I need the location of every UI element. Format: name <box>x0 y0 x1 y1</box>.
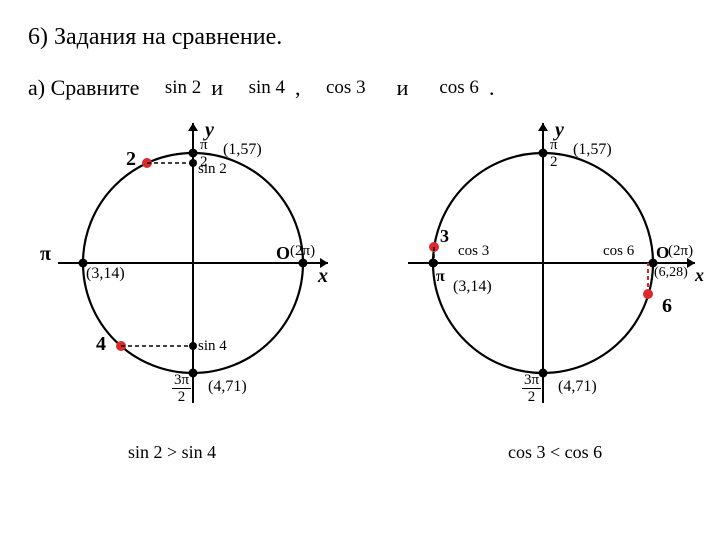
pi2-approx: (1,57) <box>223 141 262 159</box>
comma: , <box>295 75 301 101</box>
O-label: O <box>276 243 290 264</box>
y-arrow <box>188 123 198 131</box>
label-6: 6 <box>662 295 672 318</box>
right-answer: cos 3 < cos 6 <box>508 442 602 463</box>
label-4: 4 <box>96 333 106 356</box>
pi-label: π <box>436 268 445 286</box>
threepi2: 3π2 <box>172 373 191 405</box>
top-point <box>189 149 198 158</box>
dot: . <box>489 75 495 101</box>
right-unit-circle: y π2 (1,57) π (3,14) O (2π) (6,28) x 3π2… <box>378 113 698 463</box>
six-approx: (6,28) <box>654 265 688 281</box>
cos6: cos 6 <box>439 77 479 99</box>
left-unit-circle: y π2 (1,57) π (3,14) O (2π) x 3π2 (4,71)… <box>28 113 348 463</box>
pi-over-2-top: π2 <box>548 138 560 170</box>
sin2: sin 2 <box>165 77 201 99</box>
label-sin4: sin 4 <box>198 338 227 355</box>
two-pi-label-r: (2π) <box>668 243 693 260</box>
compare-row: а) Сравните sin 2 и sin 4, cos 3 и cos 6… <box>28 75 692 101</box>
two-pi-label: (2π) <box>290 243 315 260</box>
sin4-mark <box>189 342 197 350</box>
cos3: cos 3 <box>326 77 366 99</box>
label-3: 3 <box>440 226 449 247</box>
sin2-mark <box>189 159 197 167</box>
threepi2-r: 3π2 <box>522 373 541 405</box>
and1: и <box>211 75 223 101</box>
label-sin2: sin 2 <box>198 161 227 178</box>
left-answer: sin 2 > sin 4 <box>128 442 216 463</box>
cos3-mark <box>430 259 438 267</box>
compare-prefix: а) Сравните <box>28 75 139 101</box>
threepi2-approx-r: (4,71) <box>558 378 597 396</box>
pi2-approx: (1,57) <box>573 141 612 159</box>
x-label: x <box>318 265 328 288</box>
problem-title: 6) Задания на сравнение. <box>28 24 692 51</box>
label-cos3: cos 3 <box>458 243 489 260</box>
sin4: sin 4 <box>249 77 285 99</box>
and2: и <box>397 75 409 101</box>
pi-approx: (3,14) <box>453 278 492 296</box>
pi-approx: (3,14) <box>86 265 125 283</box>
pi-label: π <box>40 243 51 266</box>
threepi2-approx: (4,71) <box>208 378 247 396</box>
label-2: 2 <box>126 148 136 171</box>
x-label-r: x <box>695 265 704 286</box>
label-cos6: cos 6 <box>603 243 634 260</box>
y-arrow <box>538 123 548 131</box>
top-point <box>539 149 548 158</box>
